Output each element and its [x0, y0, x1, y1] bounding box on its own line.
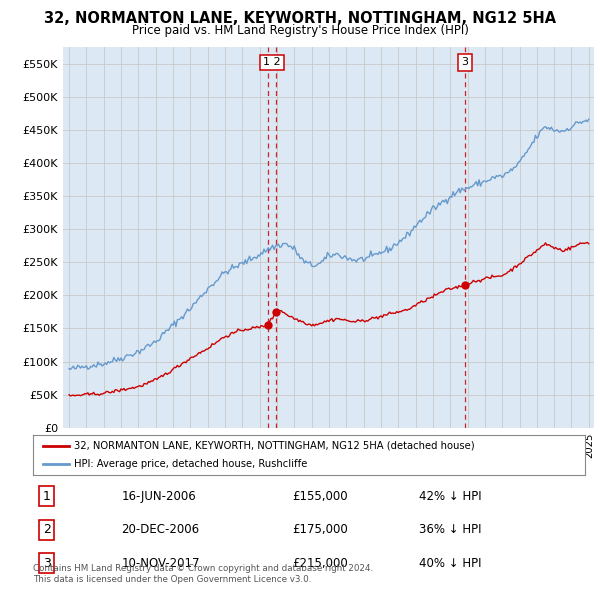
Text: HPI: Average price, detached house, Rushcliffe: HPI: Average price, detached house, Rush…	[74, 459, 308, 469]
Text: 16-JUN-2006: 16-JUN-2006	[121, 490, 196, 503]
Text: 40% ↓ HPI: 40% ↓ HPI	[419, 557, 482, 570]
Text: 36% ↓ HPI: 36% ↓ HPI	[419, 523, 482, 536]
Text: 3: 3	[461, 57, 469, 67]
Text: 2: 2	[43, 523, 51, 536]
Text: 32, NORMANTON LANE, KEYWORTH, NOTTINGHAM, NG12 5HA (detached house): 32, NORMANTON LANE, KEYWORTH, NOTTINGHAM…	[74, 441, 475, 451]
Text: Contains HM Land Registry data © Crown copyright and database right 2024.: Contains HM Land Registry data © Crown c…	[33, 565, 373, 573]
Text: £215,000: £215,000	[292, 557, 348, 570]
Text: 32, NORMANTON LANE, KEYWORTH, NOTTINGHAM, NG12 5HA: 32, NORMANTON LANE, KEYWORTH, NOTTINGHAM…	[44, 11, 556, 25]
Text: £155,000: £155,000	[292, 490, 348, 503]
Text: 3: 3	[43, 557, 51, 570]
Text: £175,000: £175,000	[292, 523, 348, 536]
Text: Price paid vs. HM Land Registry's House Price Index (HPI): Price paid vs. HM Land Registry's House …	[131, 24, 469, 37]
Text: 1: 1	[43, 490, 51, 503]
Text: This data is licensed under the Open Government Licence v3.0.: This data is licensed under the Open Gov…	[33, 575, 311, 584]
Text: 20-DEC-2006: 20-DEC-2006	[121, 523, 199, 536]
Text: 1 2: 1 2	[263, 57, 281, 67]
Text: 10-NOV-2017: 10-NOV-2017	[121, 557, 200, 570]
Text: 42% ↓ HPI: 42% ↓ HPI	[419, 490, 482, 503]
